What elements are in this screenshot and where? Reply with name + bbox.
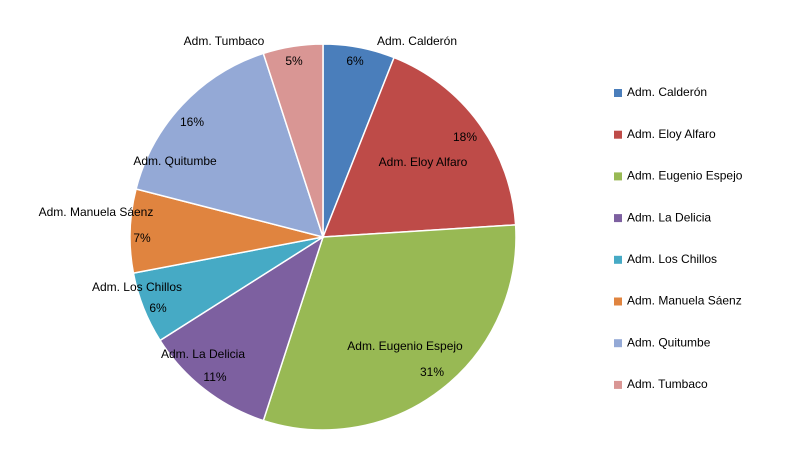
slice-name-label: Adm. Eloy Alfaro (379, 155, 468, 169)
legend-swatch (614, 255, 622, 264)
legend-label: Adm. Quitumbe (627, 335, 711, 349)
pie-slice (262, 43, 324, 238)
legend-swatch (614, 89, 622, 97)
legend-label: Adm. Eloy Alfaro (627, 127, 716, 141)
pie-slice (135, 52, 325, 239)
slice-value-label: 6% (346, 54, 364, 68)
legend-label: Adm. Eugenio Espejo (627, 169, 743, 183)
legend-label: Adm. Tumbaco (627, 377, 708, 391)
slice-name-label: Adm. Eugenio Espejo (347, 339, 463, 353)
pie-slice (159, 235, 325, 422)
slice-value-label: 18% (453, 130, 477, 144)
slice-name-label: Adm. La Delicia (161, 347, 245, 361)
slice-name-label: Adm. Quitumbe (133, 154, 217, 168)
pie-slice (262, 224, 517, 431)
legend-swatch (614, 380, 622, 389)
slice-name-label: Adm. Tumbaco (184, 34, 265, 48)
slice-value-label: 6% (149, 301, 167, 315)
slice-name-label: Adm. Manuela Sáenz (39, 205, 154, 219)
legend-swatch (614, 130, 622, 139)
legend-swatch (614, 339, 622, 348)
slice-value-label: 11% (203, 370, 226, 384)
legend-swatch (614, 214, 622, 223)
legend-label: Adm. La Delicia (627, 210, 711, 224)
slice-name-label: Adm. Los Chillos (92, 280, 182, 294)
slice-value-label: 31% (420, 365, 444, 379)
slice-value-label: 16% (180, 115, 204, 129)
legend-swatch (614, 172, 622, 181)
slice-value-label: 7% (133, 231, 151, 245)
legend-swatch (614, 297, 622, 306)
legend-label: Adm. Manuela Sáenz (627, 294, 742, 308)
slice-name-label: Adm. Calderón (377, 34, 457, 48)
pie-slice (321, 56, 517, 238)
legend-label: Adm. Los Chillos (627, 252, 717, 266)
slice-value-label: 5% (285, 54, 303, 68)
legend-label: Adm. Calderón (627, 85, 707, 99)
